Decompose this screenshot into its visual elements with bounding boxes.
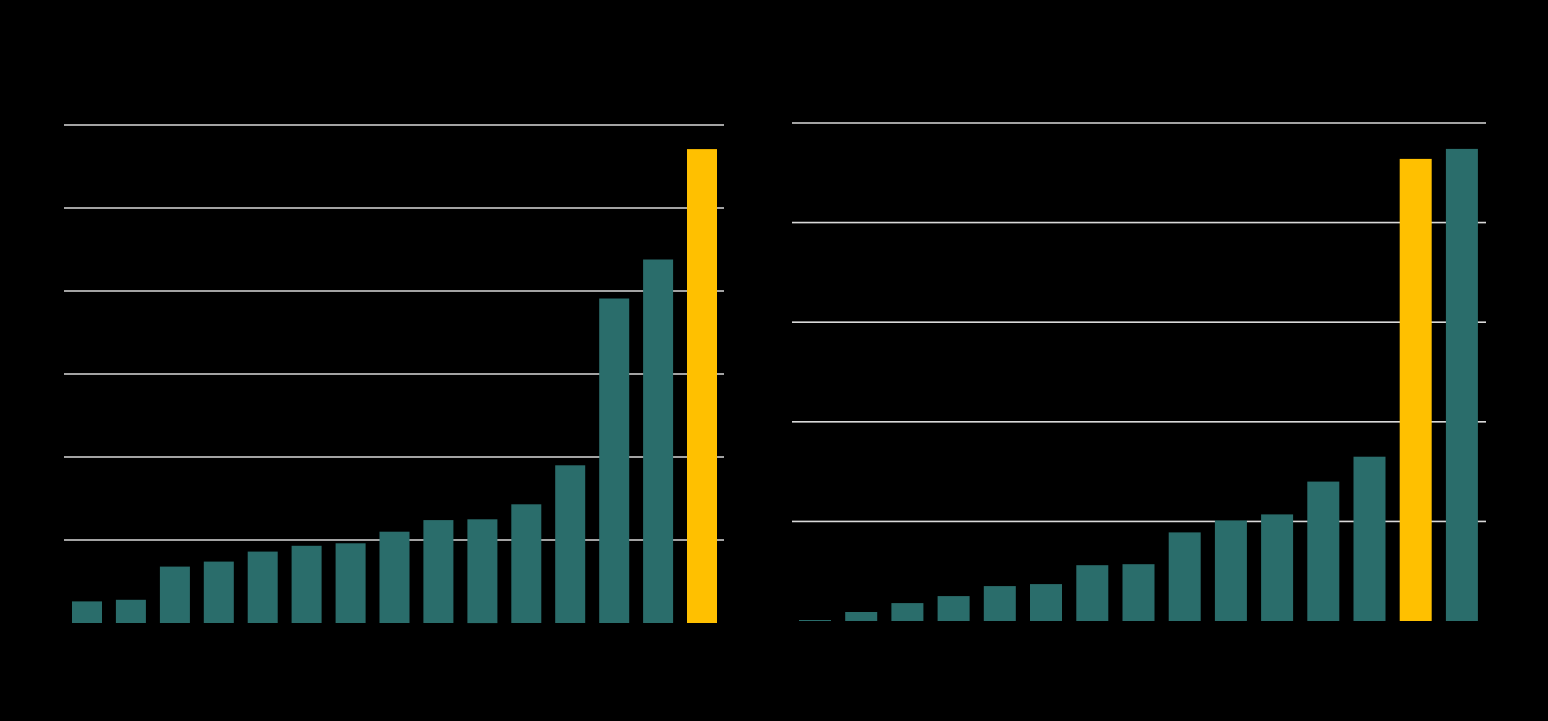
bar	[379, 531, 410, 623]
bar	[335, 543, 366, 623]
bar	[72, 601, 102, 623]
bar	[845, 612, 878, 621]
bar	[423, 520, 454, 623]
bar	[1076, 565, 1109, 621]
bar	[1168, 532, 1201, 621]
bar	[555, 465, 586, 623]
bar	[599, 298, 630, 623]
bar	[937, 596, 970, 621]
bar	[799, 620, 831, 621]
bar	[511, 504, 542, 623]
left-bar-chart	[64, 124, 724, 624]
bar	[643, 259, 674, 623]
bar	[1307, 481, 1340, 621]
bar	[291, 545, 322, 623]
highlighted-bar	[1399, 158, 1432, 621]
bar	[247, 551, 278, 623]
bar	[891, 603, 924, 621]
highlighted-bar	[687, 149, 717, 623]
bar	[1353, 456, 1386, 621]
bar	[1214, 520, 1247, 621]
bar	[1122, 564, 1155, 621]
bar	[1030, 584, 1062, 621]
bar	[983, 586, 1016, 621]
bar	[159, 566, 190, 623]
bar	[467, 519, 498, 624]
bar	[115, 599, 146, 623]
bar	[1445, 148, 1478, 621]
bar	[1261, 514, 1294, 621]
bar	[203, 561, 234, 623]
right-bar-chart	[792, 122, 1486, 621]
